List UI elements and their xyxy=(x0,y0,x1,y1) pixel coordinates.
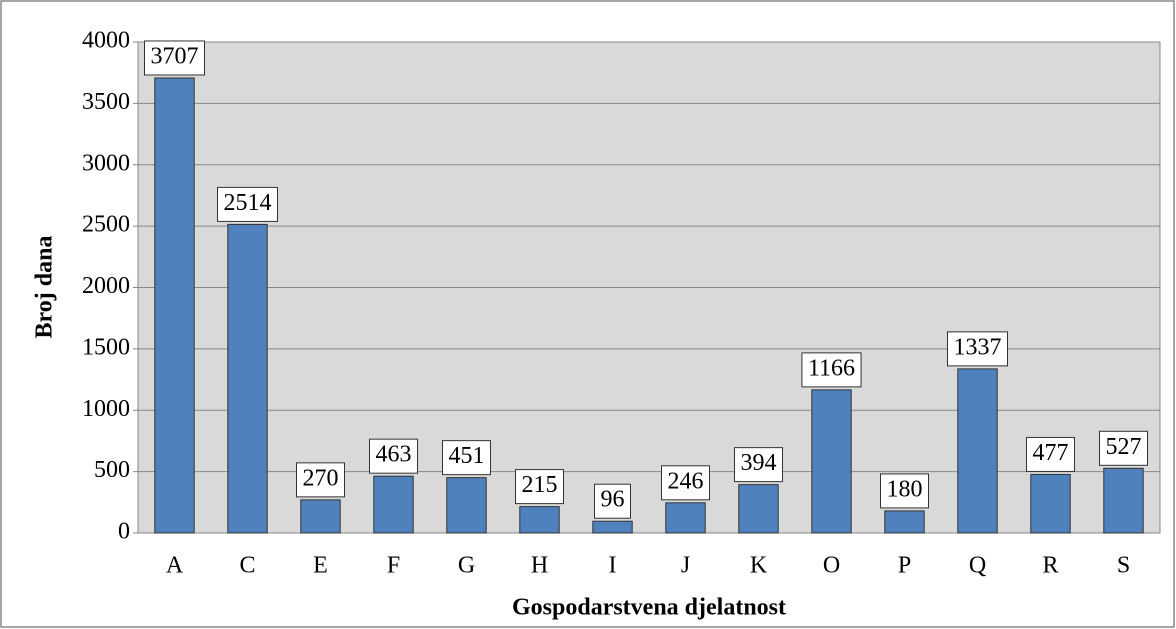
data-label: 477 xyxy=(1033,440,1069,466)
data-label: 2514 xyxy=(224,190,272,216)
bar xyxy=(1030,473,1071,534)
bar xyxy=(1103,467,1144,534)
data-label-box xyxy=(515,469,564,505)
data-label-box xyxy=(144,40,205,76)
data-label: 1337 xyxy=(954,334,1002,360)
data-label: 215 xyxy=(522,472,558,498)
bar xyxy=(446,477,487,534)
data-label-box xyxy=(801,352,862,388)
y-tick-label: 1000 xyxy=(82,396,130,422)
data-label-box xyxy=(1026,436,1075,472)
data-label: 463 xyxy=(376,442,412,468)
data-label-box xyxy=(880,473,929,509)
x-tick-label: R xyxy=(1042,553,1058,579)
x-tick-label: F xyxy=(387,553,400,579)
data-label: 1166 xyxy=(808,355,855,381)
x-tick-label: J xyxy=(681,553,690,579)
x-axis-title: Gospodarstvena djelatnost xyxy=(512,595,786,621)
y-tick-label: 2500 xyxy=(82,212,130,238)
data-label-box xyxy=(594,483,631,519)
data-label: 246 xyxy=(668,468,704,494)
data-label-box xyxy=(947,331,1008,367)
data-label-box xyxy=(296,462,345,498)
bar xyxy=(665,502,706,534)
data-label: 3707 xyxy=(151,43,199,69)
data-label-box xyxy=(369,438,418,474)
data-label-box xyxy=(217,186,278,222)
bar xyxy=(811,389,852,534)
y-tick-label: 1500 xyxy=(82,334,130,360)
bar xyxy=(738,484,779,534)
x-tick-label: C xyxy=(239,553,255,579)
x-tick-label: S xyxy=(1117,553,1130,579)
x-tick-label: O xyxy=(823,553,840,579)
bar xyxy=(592,520,633,534)
data-label: 394 xyxy=(741,450,777,476)
bar xyxy=(884,510,925,534)
y-tick-label: 2000 xyxy=(82,273,130,299)
x-tick-label: I xyxy=(609,553,617,579)
y-axis-title: Broj dana xyxy=(32,236,58,339)
x-tick-label: K xyxy=(750,553,768,579)
x-tick-label: A xyxy=(166,553,184,579)
data-label: 451 xyxy=(449,443,485,469)
y-tick-label: 3000 xyxy=(82,150,130,176)
data-label: 527 xyxy=(1106,434,1142,460)
data-label: 270 xyxy=(303,465,339,491)
x-tick-label: P xyxy=(898,553,911,579)
x-tick-label: H xyxy=(531,553,548,579)
data-label-box xyxy=(1099,430,1148,466)
data-label-box xyxy=(661,465,710,501)
data-label-box xyxy=(442,440,491,476)
y-tick-label: 4000 xyxy=(82,28,130,54)
bar xyxy=(373,475,414,534)
y-tick-label: 0 xyxy=(118,519,130,545)
y-tick-label: 500 xyxy=(94,457,130,483)
data-label-box xyxy=(734,447,783,483)
bar xyxy=(519,506,560,534)
x-tick-label: G xyxy=(458,553,475,579)
y-tick-label: 3500 xyxy=(82,89,130,115)
x-tick-label: Q xyxy=(969,553,986,579)
bar xyxy=(300,499,341,534)
x-tick-label: E xyxy=(313,553,328,579)
bar xyxy=(154,77,195,534)
data-label: 96 xyxy=(601,487,625,513)
data-label: 180 xyxy=(887,476,923,502)
bar xyxy=(957,368,998,534)
bar xyxy=(227,223,268,534)
